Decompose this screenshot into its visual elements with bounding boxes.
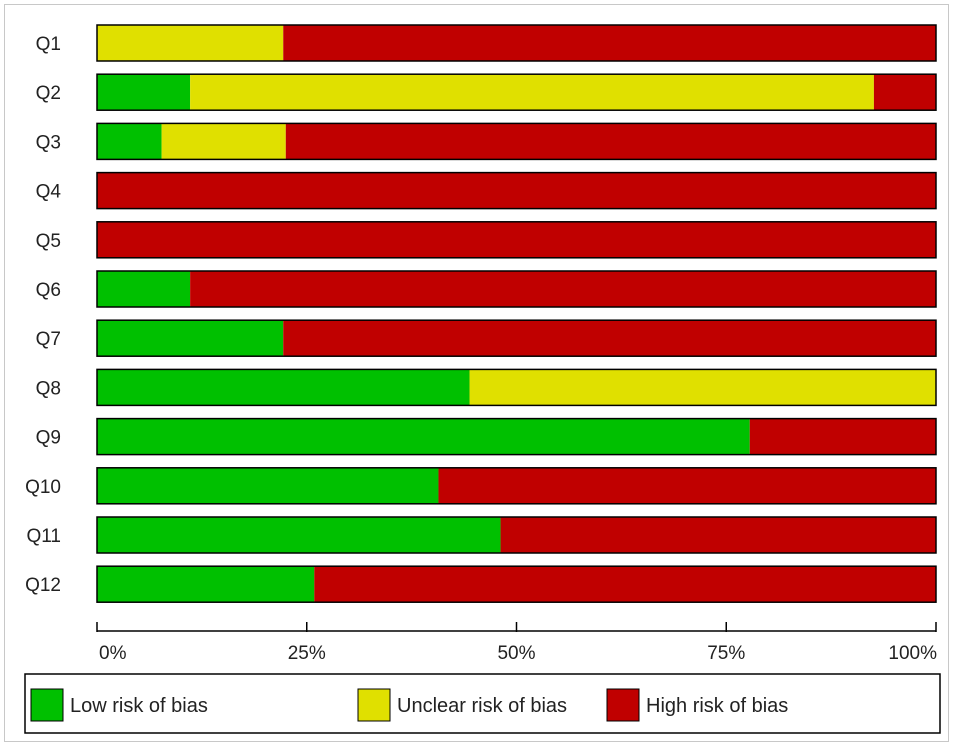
bar-row	[96, 467, 937, 505]
category-label: Q12	[25, 575, 61, 596]
bar-outline	[96, 270, 937, 308]
category-label: Q11	[26, 526, 61, 547]
category-label: Q7	[36, 329, 61, 350]
bar-segment-high	[500, 517, 936, 553]
bar-segment-low	[97, 566, 315, 603]
legend-label: Unclear risk of bias	[397, 695, 567, 717]
bar-segment-unclear	[469, 369, 936, 406]
category-label: Q3	[36, 132, 61, 153]
category-labels: Q1 Q2 Q3 Q4 Q5 Q6 Q7 Q8 Q9 Q10 Q11 Q12	[25, 34, 61, 596]
bar-segment-high	[314, 566, 936, 603]
chart-frame: Q1 Q2 Q3 Q4 Q5 Q6 Q7 Q8 Q9 Q10 Q11 Q12 0% 25% 50% 75% 1…	[4, 4, 949, 742]
bar-row	[96, 24, 937, 62]
bar-outline	[96, 221, 937, 259]
bar-segment-high	[285, 123, 936, 160]
bar-row	[96, 270, 937, 308]
bar-segment-low	[97, 369, 470, 406]
legend-label: Low risk of bias	[70, 695, 208, 717]
bar-segment-low	[97, 74, 191, 111]
bar-row	[96, 368, 937, 407]
bar-segment-high	[283, 25, 936, 61]
x-axis: 0% 25% 50% 75% 100%	[96, 622, 937, 664]
legend: Low risk of bias Unclear risk of bias High…	[24, 673, 941, 734]
bar-row	[96, 73, 937, 111]
bar-segment-unclear	[190, 74, 874, 111]
bar-outline	[96, 73, 937, 111]
legend-swatch	[606, 688, 640, 722]
bar-outline	[96, 171, 937, 210]
bar-row	[96, 221, 937, 259]
category-label: Q2	[36, 83, 61, 104]
bar-outline	[96, 516, 937, 554]
bar-outline	[96, 467, 937, 505]
bar-outline	[96, 368, 937, 407]
bar-row	[96, 122, 937, 161]
bar-segment-high	[438, 467, 936, 504]
legend-item-unclear: Unclear risk of bias	[357, 688, 567, 722]
bar-segment-low	[97, 271, 191, 307]
legend-swatch	[30, 688, 64, 722]
x-tick-label: 100%	[888, 643, 937, 664]
bar-outline	[96, 122, 937, 161]
bar-segment-low	[97, 320, 284, 357]
x-tick-label: 50%	[497, 643, 535, 664]
bar-outline	[96, 319, 937, 357]
bar-segment-high	[283, 320, 936, 357]
category-label: Q6	[36, 280, 61, 301]
legend-swatch	[357, 688, 391, 722]
category-label: Q8	[36, 378, 61, 399]
bar-outline	[96, 24, 937, 62]
x-tick-label: 75%	[707, 643, 745, 664]
bar-segment-low	[97, 467, 439, 504]
legend-item-high: High risk of bias	[606, 688, 788, 722]
category-label: Q10	[25, 477, 61, 498]
x-tick-label: 0%	[99, 643, 127, 664]
bar-segment-high	[873, 74, 936, 111]
bar-row	[96, 516, 937, 554]
bar-row	[96, 319, 937, 357]
risk-of-bias-chart: Q1 Q2 Q3 Q4 Q5 Q6 Q7 Q8 Q9 Q10 Q11 Q12 0% 25% 50% 75% 1…	[24, 24, 941, 734]
bar-segment-low	[97, 123, 162, 160]
bar-segment-unclear	[161, 123, 286, 160]
bar-segment-low	[97, 418, 750, 455]
bar-segment-low	[97, 517, 501, 553]
category-label: Q1	[36, 34, 61, 55]
bar-row	[96, 417, 937, 456]
legend-item-low: Low risk of bias	[30, 688, 208, 722]
bar-row	[96, 565, 937, 603]
category-label: Q4	[36, 182, 62, 203]
category-label: Q5	[36, 231, 61, 252]
category-label: Q9	[36, 428, 61, 449]
bar-outline	[96, 565, 937, 603]
bar-segment-high	[97, 221, 936, 258]
x-tick-label: 25%	[288, 643, 326, 664]
bar-segment-unclear	[97, 25, 284, 61]
bars-layer	[96, 24, 937, 603]
bar-row	[96, 171, 937, 210]
bar-segment-high	[190, 271, 936, 307]
legend-box	[24, 673, 941, 734]
bar-outline	[96, 417, 937, 456]
legend-label: High risk of bias	[646, 695, 788, 717]
bar-segment-high	[749, 418, 936, 455]
bar-segment-high	[97, 172, 936, 209]
